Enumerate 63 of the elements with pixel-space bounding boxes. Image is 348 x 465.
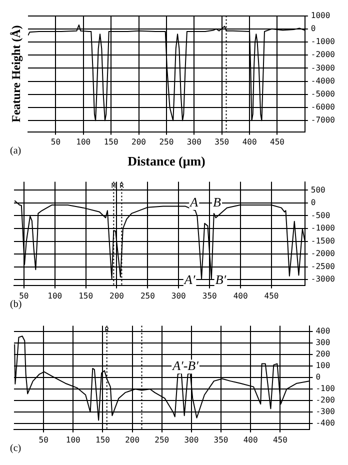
text: (a) <box>10 145 22 156</box>
x-tick-label: 400 <box>233 291 248 300</box>
x-tick-label: 350 <box>214 435 228 444</box>
y-tick-label: -3000 <box>310 274 336 284</box>
x-tick-label: 350 <box>214 138 230 147</box>
x-tick-label: 250 <box>159 138 174 147</box>
y-tick-label: 200 <box>316 350 330 359</box>
y-tick-label: 0 <box>310 198 316 208</box>
y-tick-label: -1000 <box>310 224 336 233</box>
y-tick-label: -7000 <box>310 116 336 125</box>
x-tick-label: 150 <box>78 291 94 300</box>
x-tick-label: 300 <box>186 138 202 147</box>
y-tick-label: 400 <box>316 326 330 336</box>
x-axis-title: Distance (μm) <box>128 154 206 169</box>
y-tick-label: 0 <box>310 24 316 33</box>
x-tick-label: 150 <box>104 138 118 147</box>
x-tick-label: 450 <box>270 138 285 147</box>
y-tick-label: -500 <box>310 210 330 220</box>
x-tick-label: 450 <box>272 435 288 444</box>
text: (c) <box>10 443 22 454</box>
y-tick-label: 500 <box>310 185 326 194</box>
x-tick-label: 250 <box>154 435 170 444</box>
y-tick-label: -5000 <box>310 90 336 99</box>
y-tick-label: -100 <box>316 384 336 394</box>
x-tick-label: 50 <box>19 291 29 300</box>
x-tick-label: 450 <box>264 291 279 300</box>
x-tick-label: 100 <box>48 291 62 300</box>
y-tick-label: -1500 <box>310 236 336 246</box>
annotation: B <box>213 194 222 210</box>
x-tick-label: 250 <box>140 291 156 300</box>
x-tick-label: 50 <box>38 435 49 444</box>
x-tick-label: 150 <box>95 435 110 444</box>
y-tick-label: -2000 <box>310 50 336 60</box>
annotation: A <box>189 194 198 210</box>
y-tick-label: -200 <box>316 396 336 405</box>
x-tick-label: 400 <box>242 138 257 147</box>
annotation: B′ <box>215 272 226 288</box>
y-tick-label: -1000 <box>310 37 336 46</box>
annotation: A′-B′ <box>172 358 199 374</box>
y-tick-label: -6000 <box>310 102 336 112</box>
y-tick-label: 0 <box>316 372 321 382</box>
x-tick-label: 350 <box>202 291 217 300</box>
x-tick-label: 200 <box>110 291 124 300</box>
y-tick-label: -400 <box>316 418 336 428</box>
y-tick-label: 300 <box>316 338 330 348</box>
x-tick-label: 50 <box>50 138 61 147</box>
x-tick-label: 300 <box>184 435 199 444</box>
y-tick-label: 1000 <box>310 10 330 20</box>
y-tick-label: -4000 <box>310 76 336 86</box>
x-tick-label: 100 <box>66 435 81 444</box>
x-tick-label: 200 <box>125 435 140 444</box>
y-tick-label: -3000 <box>310 63 336 72</box>
y-tick-label: -2000 <box>310 249 336 258</box>
annotation: A′ <box>183 272 196 288</box>
x-tick-label: 200 <box>132 138 146 147</box>
y-tick-label: -2500 <box>310 262 336 271</box>
text: (b) <box>10 299 22 310</box>
y-axis-title: Feature Height (Å) <box>9 25 24 122</box>
x-tick-label: 100 <box>76 138 91 147</box>
x-tick-label: 400 <box>243 435 258 444</box>
x-tick-label: 300 <box>171 291 186 300</box>
y-tick-label: 100 <box>316 361 330 370</box>
y-tick-label: -300 <box>316 407 336 416</box>
